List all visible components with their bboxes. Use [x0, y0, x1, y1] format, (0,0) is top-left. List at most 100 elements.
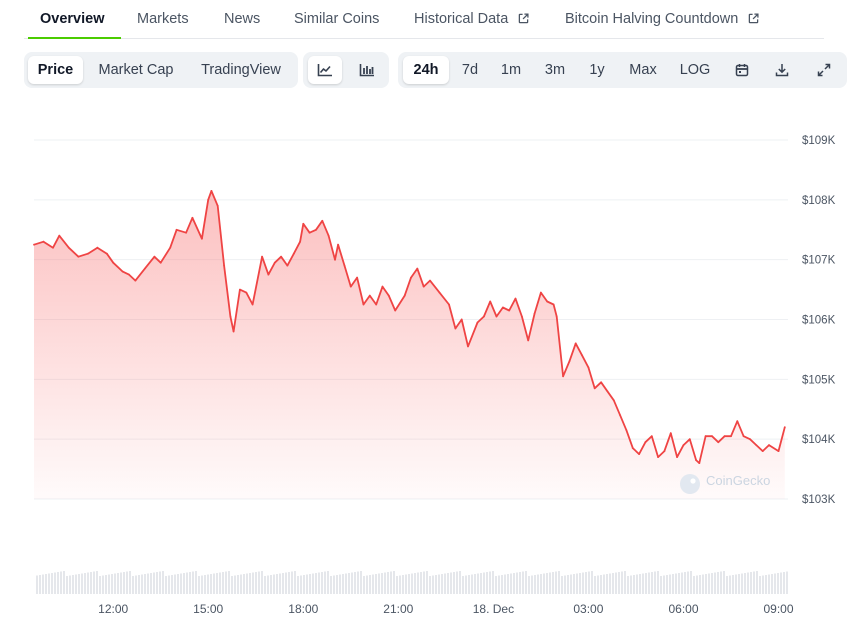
volume-bar [234, 575, 236, 594]
volume-bar [441, 574, 443, 594]
volume-bar [183, 573, 185, 594]
range-3m-button[interactable]: 3m [544, 62, 566, 78]
tradingview-button[interactable]: TradingView [201, 62, 281, 78]
volume-bar [51, 573, 53, 594]
tab-markets[interactable]: Markets [137, 0, 189, 38]
volume-bar [549, 572, 551, 594]
volume-bar [321, 572, 323, 594]
volume-bar [483, 572, 485, 594]
volume-bar [291, 571, 293, 594]
x-tick-label: 15:00 [193, 602, 223, 616]
volume-bar [366, 575, 368, 594]
volume-bar [225, 571, 227, 594]
volume-bar [783, 572, 785, 594]
volume-bar [420, 572, 422, 594]
volume-bar [363, 576, 365, 594]
volume-bar [597, 575, 599, 594]
range-max-button[interactable]: Max [629, 62, 657, 78]
volume-bar [696, 575, 698, 594]
market-cap-button[interactable]: Market Cap [98, 62, 174, 78]
price-button[interactable]: Price [28, 56, 83, 84]
range-1m-button[interactable]: 1m [500, 62, 522, 78]
volume-bar [684, 572, 686, 594]
y-tick-label: $107K [802, 255, 836, 267]
volume-bar [345, 573, 347, 594]
volume-bar [39, 575, 41, 594]
volume-bar [504, 574, 506, 594]
volume-bar [297, 576, 299, 594]
volume-bar [141, 574, 143, 594]
volume-bar [600, 575, 602, 594]
log-scale-button[interactable]: LOG [679, 62, 711, 78]
volume-bar [327, 571, 329, 594]
volume-bar [369, 575, 371, 594]
calendar-icon[interactable] [725, 56, 759, 84]
volume-bar [309, 574, 311, 594]
volume-bar [735, 574, 737, 594]
volume-bar [90, 572, 92, 594]
volume-bars [36, 571, 788, 594]
download-icon[interactable] [765, 56, 799, 84]
tab-similar-coins[interactable]: Similar Coins [294, 0, 379, 38]
volume-bar [156, 572, 158, 594]
range-7d-button[interactable]: 7d [461, 62, 479, 78]
volume-bar [717, 572, 719, 594]
tab-overview[interactable]: Overview [28, 0, 120, 39]
tab-news[interactable]: News [224, 0, 260, 38]
fullscreen-icon[interactable] [807, 56, 841, 84]
volume-bar [279, 573, 281, 594]
volume-bar [561, 576, 563, 594]
volume-bar [396, 576, 398, 594]
volume-bar [270, 575, 272, 594]
volume-bar [222, 572, 224, 594]
volume-bar [282, 573, 284, 594]
volume-bar [435, 575, 437, 594]
line-chart-icon[interactable] [308, 56, 342, 84]
volume-bar [651, 572, 653, 594]
volume-bar [573, 574, 575, 594]
y-tick-label: $108K [802, 195, 836, 207]
volume-bar [471, 574, 473, 594]
y-tick-label: $104K [802, 434, 836, 446]
volume-bar [753, 571, 755, 594]
watermark: CoinGecko [680, 473, 770, 494]
candlestick-chart-icon[interactable] [350, 56, 384, 84]
volume-bar [117, 573, 119, 594]
watermark-text: CoinGecko [706, 473, 770, 488]
volume-bar [405, 574, 407, 594]
volume-bar [693, 576, 695, 594]
volume-bar [729, 575, 731, 594]
volume-bar [243, 574, 245, 594]
range-24h-button[interactable]: 24h [403, 56, 449, 84]
volume-bar [75, 574, 77, 594]
volume-bar [762, 575, 764, 594]
tab-bitcoin-halving-countdown[interactable]: Bitcoin Halving Countdown [565, 0, 759, 38]
volume-bar [273, 574, 275, 594]
volume-bar [315, 573, 317, 594]
volume-bar [165, 576, 167, 594]
volume-bar [567, 575, 569, 594]
volume-bar [738, 574, 740, 594]
volume-bar [402, 575, 404, 594]
volume-bar [618, 572, 620, 594]
coingecko-logo-eye [690, 478, 696, 484]
range-1y-button[interactable]: 1y [589, 62, 605, 78]
volume-bar [414, 573, 416, 594]
volume-bar [168, 575, 170, 594]
volume-bar [681, 572, 683, 594]
volume-bar [69, 575, 71, 594]
volume-bar [150, 573, 152, 594]
volume-bar [531, 575, 533, 594]
price-chart[interactable]: $109K $108K $107K $106K $105K $104K $103K Coin… [0, 100, 847, 624]
volume-bar [633, 575, 635, 594]
volume-bar [147, 573, 149, 594]
volume-bar [81, 573, 83, 594]
volume-bar [201, 575, 203, 594]
volume-bar [432, 575, 434, 594]
volume-bar [216, 573, 218, 594]
volume-bar [711, 573, 713, 594]
tab-historical-data[interactable]: Historical Data [414, 0, 529, 38]
volume-bar [219, 572, 221, 594]
volume-bar [528, 576, 530, 594]
volume-bar [372, 574, 374, 594]
